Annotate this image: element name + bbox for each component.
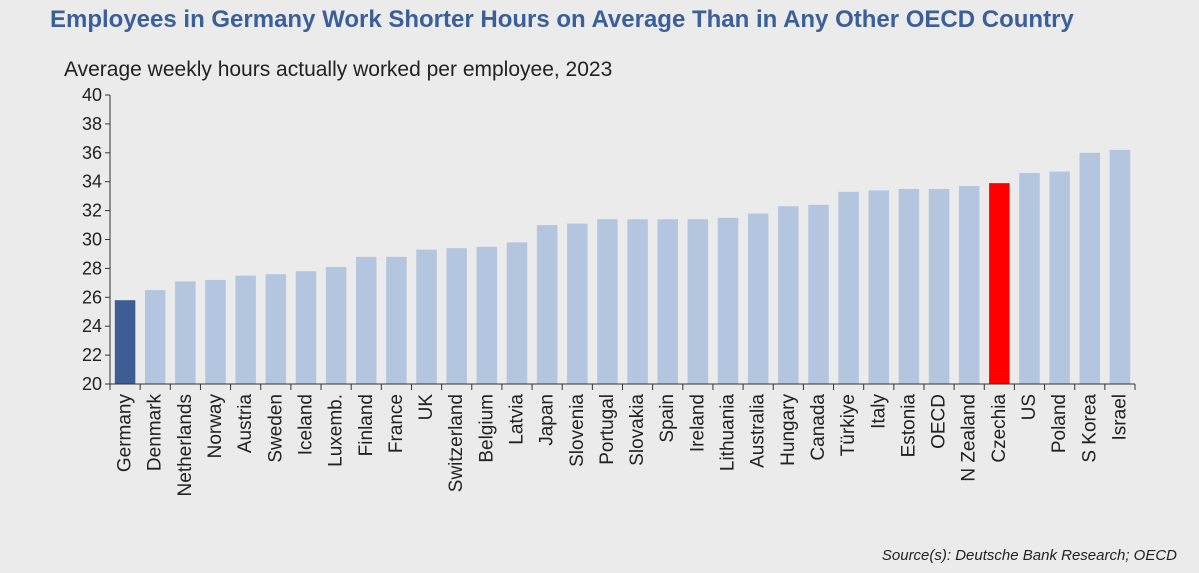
chart-subtitle: Average weekly hours actually worked per… <box>64 58 613 81</box>
x-tick-label: Latvia <box>506 394 527 445</box>
x-tick-label: Slovakia <box>627 394 648 466</box>
y-tick-label: 40 <box>82 85 102 105</box>
y-tick-label: 30 <box>82 230 102 250</box>
x-tick-label: Netherlands <box>175 394 196 496</box>
x-tick-label: Lithuania <box>718 394 739 472</box>
x-tick-label: S Korea <box>1079 394 1100 463</box>
y-tick-label: 22 <box>82 345 102 365</box>
y-tick-label: 36 <box>82 143 102 163</box>
x-tick-label: N Zealand <box>959 394 980 482</box>
x-tick-label: Japan <box>537 394 558 446</box>
bar-hungary <box>778 206 799 384</box>
bar-slovenia <box>567 223 588 384</box>
bar-oecd <box>928 188 950 384</box>
bar-ireland <box>687 219 709 384</box>
bar-japan <box>536 225 558 384</box>
x-tick-label: Italy <box>868 394 889 429</box>
x-tick-label: Belgium <box>476 394 497 463</box>
bar-switzerland <box>446 248 467 384</box>
x-tick-label: OECD <box>929 394 950 449</box>
bar-estonia <box>898 188 920 384</box>
x-axis: Germany Denmark Netherlands Norway Austria Sw… <box>109 383 1136 496</box>
x-tick-label: Ireland <box>687 394 708 452</box>
y-tick-label: 28 <box>82 258 102 278</box>
bar-italy <box>868 190 889 384</box>
bar-norway <box>205 279 226 384</box>
bar-netherlands <box>175 281 196 384</box>
x-tick-label: Poland <box>1049 394 1070 453</box>
bar-uk <box>416 249 437 384</box>
x-tick-label: Austria <box>235 394 256 454</box>
bar-slovakia <box>627 219 648 384</box>
source-note: Source(s): Deutsche Bank Research; OECD <box>881 547 1177 564</box>
x-tick-label: Sweden <box>265 394 286 463</box>
x-tick-label: Norway <box>205 394 226 459</box>
bar-portugal <box>597 219 618 384</box>
bar-spain <box>657 219 678 384</box>
bar-germany <box>114 300 136 384</box>
x-tick-label: France <box>386 394 407 453</box>
x-tick-label: Denmark <box>145 394 166 472</box>
x-tick-label: UK <box>416 394 437 421</box>
bar-latvia <box>506 242 528 384</box>
bars-group <box>114 149 1131 385</box>
x-tick-label: Australia <box>748 394 769 468</box>
bar-t-rkiye <box>838 191 859 384</box>
bar-austria <box>235 275 256 385</box>
x-tick-label: Portugal <box>597 394 618 465</box>
y-tick-label: 38 <box>82 114 102 134</box>
y-tick-label: 26 <box>82 287 102 307</box>
bar-denmark <box>144 290 166 384</box>
bar-belgium <box>476 246 498 384</box>
x-tick-label: Iceland <box>295 394 316 455</box>
bar-n-zealand <box>958 186 980 384</box>
x-tick-label: Spain <box>657 394 678 443</box>
y-axis: 20 22 24 26 28 30 32 34 36 38 40 <box>82 85 111 394</box>
x-tick-label: Hungary <box>778 394 799 466</box>
x-tick-label: Finland <box>356 394 377 456</box>
x-tick-label: US <box>1019 394 1040 420</box>
bar-lithuania <box>717 217 739 384</box>
bar-sweden <box>265 274 287 384</box>
bar-poland <box>1049 171 1070 384</box>
bar-us <box>1019 173 1040 384</box>
y-tick-label: 24 <box>82 316 102 336</box>
x-tick-label: Germany <box>115 394 136 473</box>
chart-title: Employees in Germany Work Shorter Hours … <box>50 6 1074 33</box>
bar-s-korea <box>1079 152 1101 384</box>
bar-australia <box>747 213 769 384</box>
x-tick-label: Israel <box>1109 394 1130 440</box>
bar-france <box>386 256 407 384</box>
bar-iceland <box>295 271 317 384</box>
x-tick-label: Estonia <box>898 394 919 458</box>
bar-luxemb- <box>325 266 347 384</box>
x-tick-label: Canada <box>808 394 829 461</box>
x-tick-label: Türkiye <box>838 394 859 456</box>
x-tick-label: Switzerland <box>446 394 467 492</box>
x-tick-label: Luxemb. <box>326 394 347 467</box>
x-tick-label: Slovenia <box>567 394 588 467</box>
y-tick-label: 34 <box>82 172 102 192</box>
bar-israel <box>1109 149 1131 384</box>
x-tick-label: Czechia <box>989 394 1010 463</box>
bar-canada <box>808 204 829 384</box>
bar-finland <box>356 256 377 384</box>
y-tick-label: 20 <box>82 374 102 394</box>
bar-czechia <box>989 183 1010 384</box>
y-tick-label: 32 <box>82 201 102 221</box>
